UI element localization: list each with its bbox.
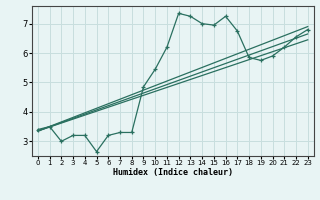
- X-axis label: Humidex (Indice chaleur): Humidex (Indice chaleur): [113, 168, 233, 177]
